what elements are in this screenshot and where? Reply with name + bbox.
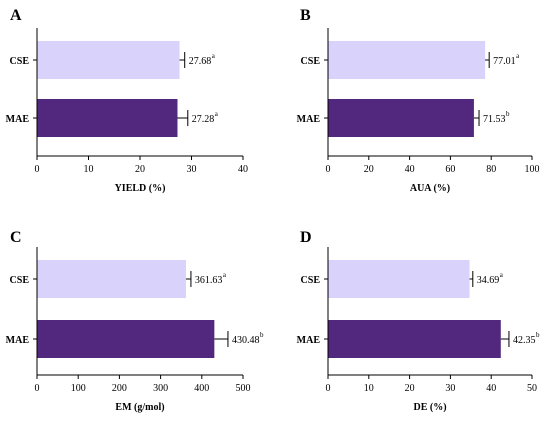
data-label: 42.35 <box>513 335 536 346</box>
x-tick-label: 50 <box>527 383 537 394</box>
x-tick-label: 80 <box>486 164 496 175</box>
x-tick-label: 100 <box>71 383 86 394</box>
significance-letter: a <box>516 52 520 60</box>
x-tick-label: 20 <box>135 164 145 175</box>
data-label: 361.63 <box>195 275 223 286</box>
bar-mae <box>328 99 474 137</box>
significance-letter: a <box>215 110 219 118</box>
x-tick-label: 40 <box>238 164 248 175</box>
data-label: 430.48 <box>232 335 260 346</box>
panel-letter: A <box>10 7 22 24</box>
data-label: 27.28 <box>192 114 215 125</box>
panel-letter: C <box>10 229 22 246</box>
panel-letter: B <box>300 7 311 24</box>
bar-mae <box>37 99 178 137</box>
x-tick-label: 500 <box>236 383 251 394</box>
bar-cse <box>37 260 186 298</box>
bar-cse <box>328 41 486 79</box>
category-label: MAE <box>297 114 321 125</box>
x-tick-label: 100 <box>525 164 540 175</box>
category-label: MAE <box>6 114 30 125</box>
x-tick-label: 300 <box>153 383 168 394</box>
category-label: CSE <box>10 56 30 67</box>
x-tick-label: 10 <box>364 383 374 394</box>
x-axis-title: EM (g/mol) <box>115 402 164 413</box>
x-tick-label: 30 <box>187 164 197 175</box>
bar-mae <box>37 320 215 358</box>
x-tick-label: 0 <box>35 164 40 175</box>
x-tick-label: 40 <box>486 383 496 394</box>
x-tick-label: 20 <box>405 383 415 394</box>
significance-letter: b <box>260 331 264 339</box>
x-tick-label: 20 <box>364 164 374 175</box>
category-label: MAE <box>297 335 321 346</box>
bar-cse <box>37 41 180 79</box>
x-tick-label: 30 <box>445 383 455 394</box>
category-label: CSE <box>301 275 321 286</box>
bar-mae <box>328 320 501 358</box>
x-tick-label: 200 <box>112 383 127 394</box>
significance-letter: a <box>500 271 504 279</box>
bar-cse <box>328 260 470 298</box>
data-label: 71.53 <box>483 114 506 125</box>
x-tick-label: 60 <box>445 164 455 175</box>
data-label: 27.68 <box>189 56 212 67</box>
data-label: 77.01 <box>493 56 516 67</box>
x-axis-title: AUA (%) <box>410 183 450 194</box>
x-tick-label: 40 <box>405 164 415 175</box>
category-label: MAE <box>6 335 30 346</box>
x-axis-title: YIELD (%) <box>115 183 166 194</box>
panel-letter: D <box>300 229 312 246</box>
significance-letter: b <box>506 110 510 118</box>
x-tick-label: 0 <box>326 383 331 394</box>
significance-letter: b <box>536 331 540 339</box>
x-tick-label: 400 <box>194 383 209 394</box>
x-axis-title: DE (%) <box>413 402 446 413</box>
significance-letter: a <box>223 271 227 279</box>
x-tick-label: 10 <box>84 164 94 175</box>
x-tick-label: 0 <box>326 164 331 175</box>
data-label: 34.69 <box>477 275 500 286</box>
x-tick-label: 0 <box>35 383 40 394</box>
category-label: CSE <box>10 275 30 286</box>
category-label: CSE <box>301 56 321 67</box>
significance-letter: a <box>212 52 216 60</box>
